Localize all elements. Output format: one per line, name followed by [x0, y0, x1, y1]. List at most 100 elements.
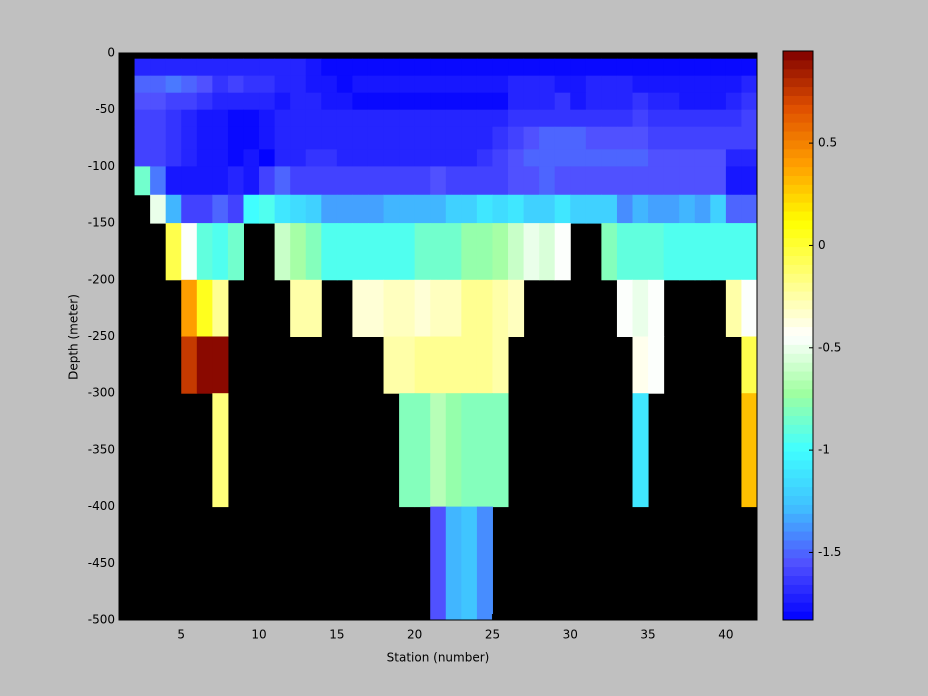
heat-cell: [616, 109, 634, 128]
colorbar-tick-label: -0.5: [818, 340, 841, 354]
heat-cell: [181, 279, 198, 337]
heat-cell: [165, 194, 182, 224]
heat-cell: [601, 92, 618, 111]
heat-cell: [414, 194, 431, 224]
heat-cell: [181, 58, 198, 77]
heat-cell: [290, 166, 307, 196]
heat-cell: [243, 166, 260, 196]
heat-cell: [694, 194, 711, 224]
heat-cell: [367, 75, 385, 94]
heat-cell: [632, 223, 649, 281]
heat-cell: [741, 336, 758, 394]
heat-cell: [321, 166, 338, 196]
heat-cell: [648, 194, 665, 224]
heat-cell: [227, 92, 244, 111]
heat-cell: [212, 166, 229, 196]
heat-cell: [430, 336, 447, 394]
heat-cell: [508, 126, 525, 150]
heat-cell: [554, 223, 571, 281]
heat-cell: [539, 166, 556, 196]
heat-cell: [476, 109, 493, 128]
heat-cell: [539, 126, 556, 150]
colorbar-step: [783, 335, 813, 345]
heat-cell: [663, 109, 680, 128]
y-tick-label: -450: [88, 556, 115, 570]
heat-cell: [212, 149, 229, 167]
heat-cell: [741, 75, 758, 94]
colorbar-step: [783, 459, 813, 470]
heat-cell: [632, 109, 649, 128]
heat-cell: [585, 92, 602, 111]
heat-cell: [181, 149, 198, 167]
heat-cell: [523, 92, 540, 111]
heat-cell: [461, 75, 478, 94]
heat-cell: [679, 109, 696, 128]
x-tick-label: 10: [251, 628, 266, 642]
heat-cell: [663, 92, 680, 111]
heat-cell: [243, 92, 260, 111]
colorbar-step: [783, 451, 813, 461]
heat-cell: [274, 58, 291, 77]
colorbar-step: [783, 344, 813, 354]
heat-cell: [290, 149, 307, 167]
heat-cell: [725, 279, 742, 337]
heat-cell: [290, 92, 307, 111]
heat-cell: [430, 506, 447, 621]
heat-cell: [585, 58, 602, 77]
heat-cell: [383, 109, 400, 128]
heat-cell: [196, 149, 213, 167]
heat-cell: [259, 75, 276, 94]
heat-cell: [383, 149, 400, 167]
heat-cell: [290, 58, 307, 77]
heat-cell: [212, 109, 229, 128]
heat-cell: [227, 149, 244, 167]
colorbar-step: [783, 104, 813, 114]
heat-cell: [445, 109, 462, 128]
colorbar-step: [783, 371, 813, 381]
heat-cell: [679, 166, 696, 196]
y-tick-label: -500: [88, 613, 115, 627]
heat-cell: [554, 58, 571, 77]
heat-cell: [508, 279, 525, 337]
heat-cell: [336, 223, 353, 281]
colorbar-step: [783, 584, 813, 594]
heat-cell: [523, 126, 540, 150]
heat-cell: [539, 223, 556, 281]
heat-cell: [554, 75, 571, 94]
heat-cell: [367, 92, 385, 111]
heat-cell: [648, 92, 665, 111]
heat-cell: [648, 109, 665, 128]
heat-cell: [134, 149, 151, 167]
heat-cell: [259, 126, 276, 150]
heat-cell: [476, 194, 493, 224]
heat-cell: [430, 223, 447, 281]
heat-cell: [150, 109, 167, 128]
heat-cell: [616, 223, 634, 281]
heat-cell: [694, 223, 711, 281]
heat-cell: [632, 166, 649, 196]
heat-cell: [367, 166, 385, 196]
heat-cell: [430, 166, 447, 196]
heat-cell: [352, 109, 369, 128]
colorbar-tick-label: -1: [818, 443, 830, 457]
heat-cell: [616, 75, 634, 94]
heat-cell: [445, 58, 462, 77]
colorbar-step: [783, 237, 813, 248]
heat-cell: [399, 194, 416, 224]
heat-cell: [243, 126, 260, 150]
heat-cell: [601, 109, 618, 128]
heat-cell: [321, 223, 338, 281]
heat-cell: [430, 75, 447, 94]
heat-cell: [445, 92, 462, 111]
heat-cell: [710, 75, 727, 94]
heat-cell: [710, 109, 727, 128]
heat-cell: [476, 75, 493, 94]
heat-cell: [165, 75, 182, 94]
y-tick-label: 0: [107, 46, 115, 60]
heat-cell: [274, 194, 291, 224]
heat-cell: [336, 109, 353, 128]
colorbar-step: [783, 575, 813, 585]
heat-cell: [352, 166, 369, 196]
heat-cell: [321, 58, 338, 77]
heat-cell: [648, 223, 665, 281]
